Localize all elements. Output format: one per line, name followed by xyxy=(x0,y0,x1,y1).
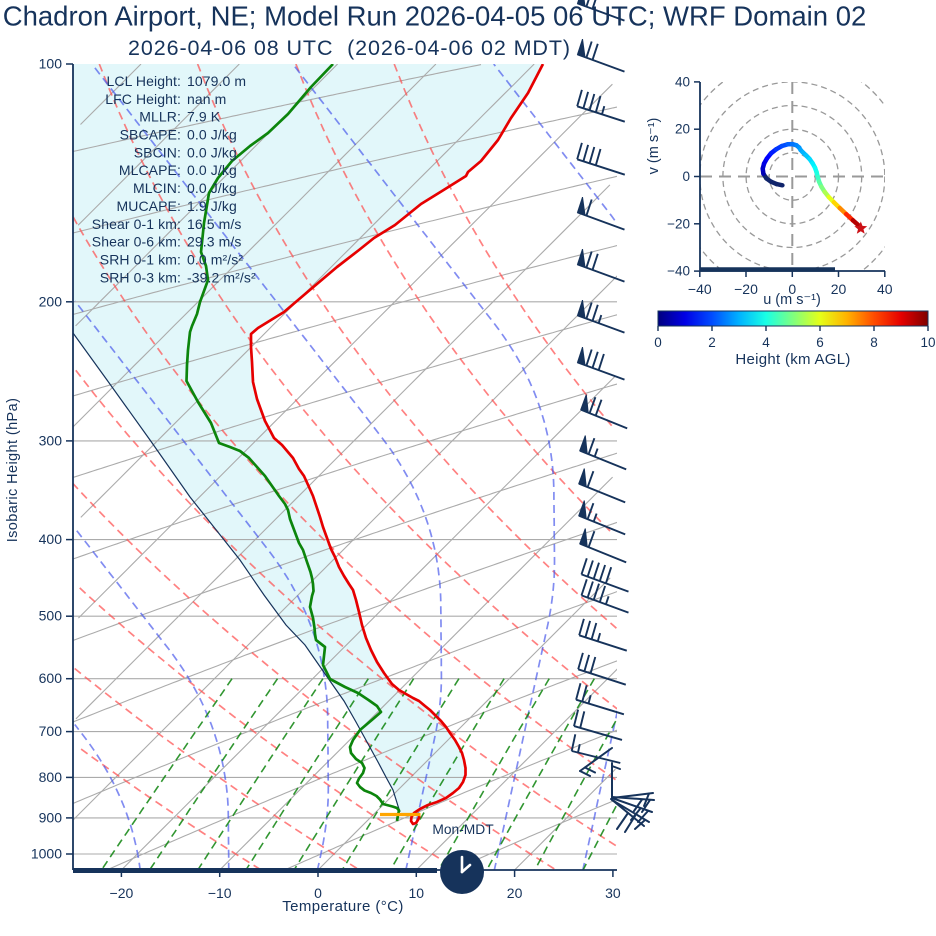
svg-text:SBCAPE:: SBCAPE: xyxy=(120,127,181,143)
svg-text:Temperature (°C): Temperature (°C) xyxy=(282,898,404,915)
svg-text:8: 8 xyxy=(870,335,878,350)
svg-text:0.0 J/kg: 0.0 J/kg xyxy=(187,180,237,196)
svg-text:LCL Height:: LCL Height: xyxy=(106,73,181,89)
svg-text:6: 6 xyxy=(816,335,824,350)
svg-text:Mon-MDT: Mon-MDT xyxy=(432,822,494,837)
svg-text:700: 700 xyxy=(39,723,63,739)
svg-text:16.5 m/s: 16.5 m/s xyxy=(187,216,242,232)
svg-text:1.9 J/kg: 1.9 J/kg xyxy=(187,198,237,214)
svg-text:−20: −20 xyxy=(110,885,134,901)
svg-text:0: 0 xyxy=(654,335,662,350)
svg-text:−10: −10 xyxy=(208,885,232,901)
svg-text:0: 0 xyxy=(314,885,322,901)
svg-text:0.0 J/kg: 0.0 J/kg xyxy=(187,127,237,143)
svg-text:−40: −40 xyxy=(688,281,712,297)
svg-text:20: 20 xyxy=(675,122,690,137)
svg-text:-39.2 m²/s²: -39.2 m²/s² xyxy=(187,269,256,285)
svg-text:1079.0 m: 1079.0 m xyxy=(187,73,246,89)
svg-text:Shear 0-6 km:: Shear 0-6 km: xyxy=(92,234,181,250)
svg-text:SRH 0-3 km:: SRH 0-3 km: xyxy=(100,269,181,285)
svg-text:600: 600 xyxy=(39,670,63,686)
svg-text:Chadron Airport, NE; Model Run: Chadron Airport, NE; Model Run 2026-04-0… xyxy=(3,1,867,32)
svg-text:Isobaric Height (hPa): Isobaric Height (hPa) xyxy=(5,398,21,543)
svg-text:MLCIN:: MLCIN: xyxy=(133,180,181,196)
svg-text:900: 900 xyxy=(39,809,63,825)
svg-text:0.0 J/kg: 0.0 J/kg xyxy=(187,144,237,160)
svg-text:−20: −20 xyxy=(667,216,690,231)
svg-text:u (m s⁻¹): u (m s⁻¹) xyxy=(763,292,821,308)
svg-text:40: 40 xyxy=(877,281,893,297)
svg-text:MLLR:: MLLR: xyxy=(139,109,181,125)
svg-text:MLCAPE:: MLCAPE: xyxy=(119,162,181,178)
svg-text:Height (km AGL): Height (km AGL) xyxy=(735,351,850,368)
svg-text:0: 0 xyxy=(682,169,690,184)
svg-text:0.0 m²/s²: 0.0 m²/s² xyxy=(187,252,243,268)
svg-text:−40: −40 xyxy=(667,264,690,279)
svg-text:400: 400 xyxy=(39,531,63,547)
svg-text:800: 800 xyxy=(39,769,63,785)
svg-text:Shear 0-1 km:: Shear 0-1 km: xyxy=(92,216,181,232)
svg-text:4: 4 xyxy=(762,335,770,350)
svg-text:20: 20 xyxy=(831,281,847,297)
svg-text:300: 300 xyxy=(39,432,63,448)
svg-text:LFC Height:: LFC Height: xyxy=(105,91,181,107)
svg-text:10: 10 xyxy=(920,335,935,350)
svg-text:SRH 0-1 km:: SRH 0-1 km: xyxy=(100,252,181,268)
svg-text:2: 2 xyxy=(708,335,716,350)
svg-text:0: 0 xyxy=(788,281,796,297)
svg-text:100: 100 xyxy=(39,56,63,72)
svg-text:nan m: nan m xyxy=(187,91,226,107)
svg-text:10: 10 xyxy=(409,885,425,901)
svg-text:40: 40 xyxy=(675,74,690,89)
svg-text:7.9 K: 7.9 K xyxy=(187,109,221,125)
svg-text:20: 20 xyxy=(507,885,523,901)
svg-text:−20: −20 xyxy=(734,281,758,297)
svg-text:MUCAPE:: MUCAPE: xyxy=(117,198,182,214)
svg-text:29.3 m/s: 29.3 m/s xyxy=(187,234,242,250)
svg-text:v (m s⁻¹): v (m s⁻¹) xyxy=(646,118,662,175)
svg-text:2026-04-06 08 UTC (2026-04-06: 2026-04-06 08 UTC (2026-04-06 02 MDT) xyxy=(128,36,571,60)
svg-text:30: 30 xyxy=(605,885,621,901)
svg-text:0.0 J/kg: 0.0 J/kg xyxy=(187,162,237,178)
svg-text:SBCIN:: SBCIN: xyxy=(134,144,181,160)
svg-text:1000: 1000 xyxy=(31,846,62,862)
svg-text:200: 200 xyxy=(39,293,63,309)
svg-text:500: 500 xyxy=(39,608,63,624)
